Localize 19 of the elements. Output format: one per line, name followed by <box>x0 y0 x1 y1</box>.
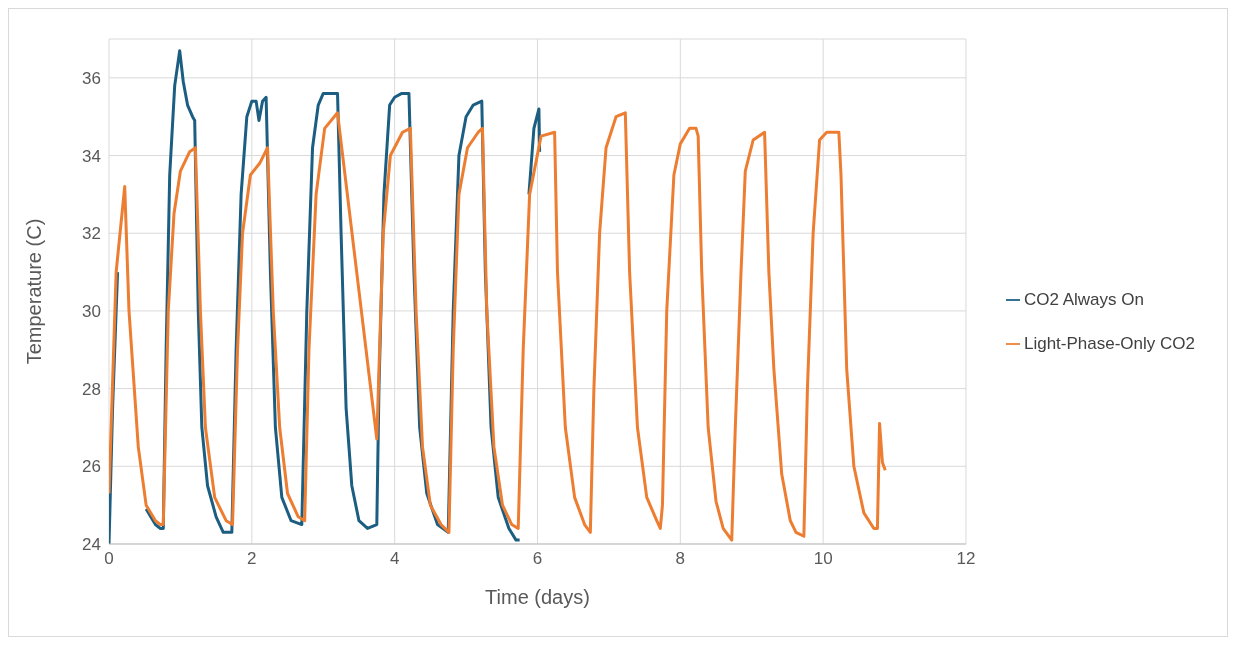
x-tick-label: 4 <box>389 549 400 569</box>
y-tick-label: 34 <box>82 146 101 166</box>
y-tick-label: 26 <box>82 457 101 477</box>
y-tick-label: 32 <box>82 224 101 244</box>
x-tick-label: 0 <box>104 549 114 569</box>
y-tick-label: 28 <box>82 379 101 399</box>
y-tick-label: 36 <box>82 68 101 88</box>
line-series <box>109 111 887 542</box>
y-tick-label: 30 <box>82 301 101 321</box>
x-axis-title: Time (days) <box>485 586 590 608</box>
legend-label: Light-Phase-Only CO2 <box>1023 333 1195 353</box>
x-tick-label: 10 <box>813 549 833 569</box>
x-tick-label: 12 <box>956 549 976 569</box>
x-tick-label: 8 <box>675 549 686 569</box>
x-tick-label: 6 <box>532 549 543 569</box>
legend-label: CO2 Always On <box>1023 289 1144 309</box>
y-axis-title: Temperature (C) <box>23 218 46 365</box>
y-tick-label: 24 <box>82 535 101 555</box>
x-tick-label: 2 <box>247 549 257 569</box>
